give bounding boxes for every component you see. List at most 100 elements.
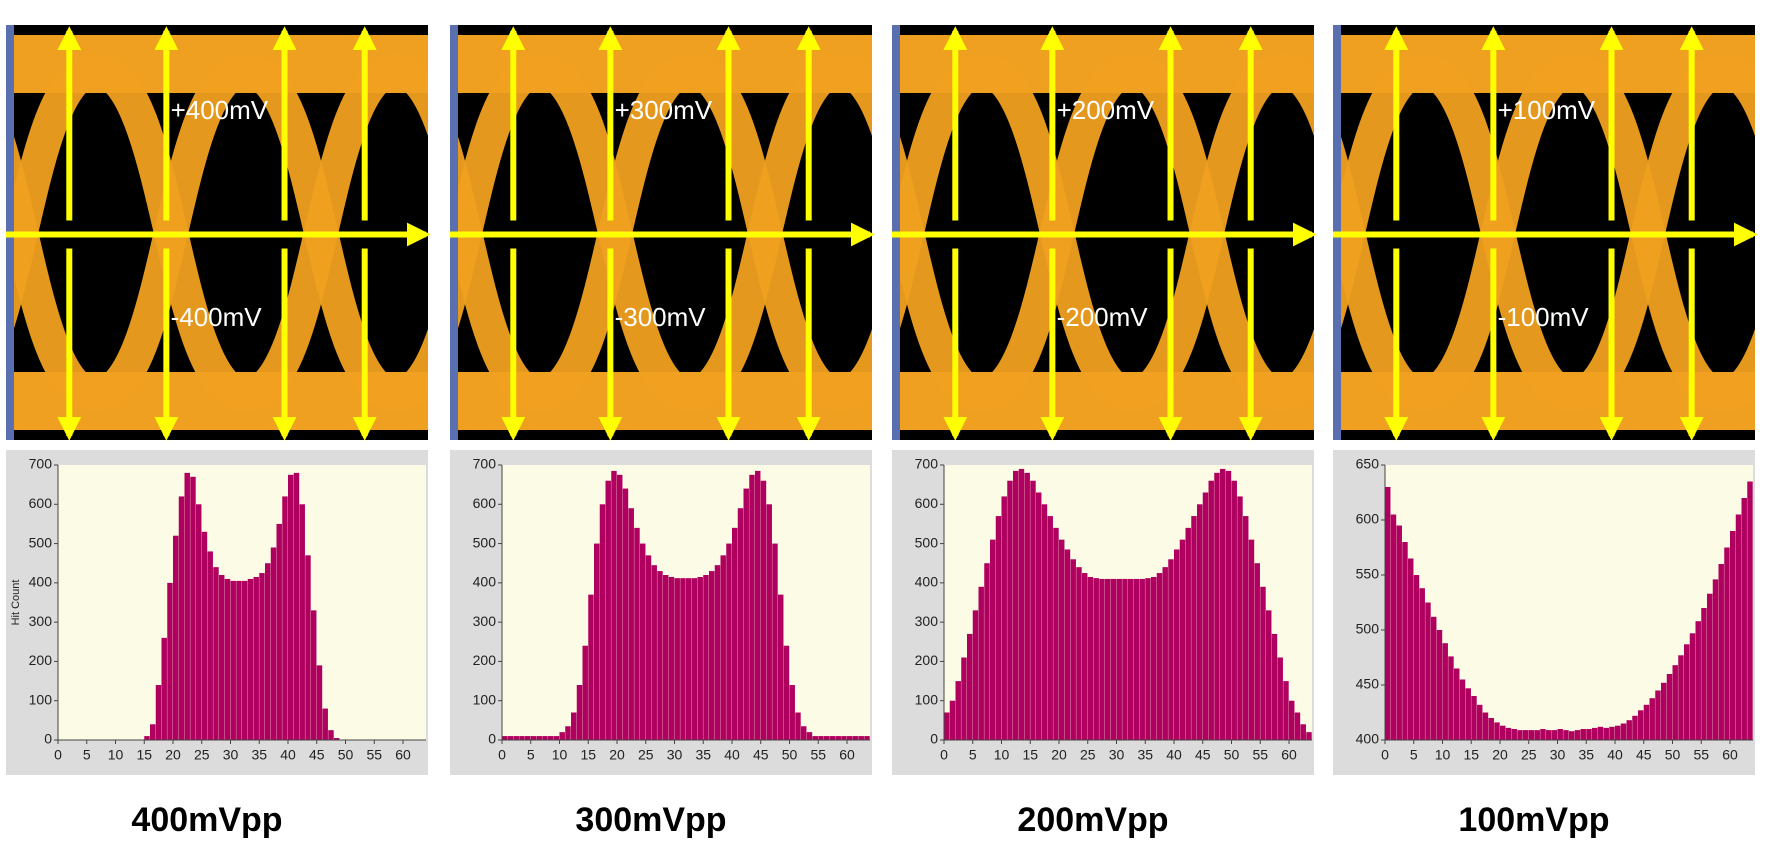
x-tick-label: 10 bbox=[994, 747, 1010, 763]
bar bbox=[1385, 487, 1391, 740]
bar bbox=[1747, 481, 1753, 740]
eye-trace bbox=[392, 328, 428, 412]
bar bbox=[513, 736, 519, 740]
bar bbox=[1615, 725, 1621, 740]
bar bbox=[582, 645, 588, 740]
bar bbox=[1649, 698, 1655, 740]
eye-label-lower: -200mV bbox=[1057, 302, 1149, 332]
bar bbox=[1197, 504, 1203, 740]
bar bbox=[680, 578, 686, 740]
x-tick-label: 10 bbox=[108, 747, 124, 763]
bar bbox=[1076, 567, 1082, 740]
eye-trace bbox=[836, 53, 872, 137]
bar bbox=[1528, 730, 1535, 740]
bar bbox=[1139, 578, 1145, 740]
x-tick-label: 40 bbox=[1607, 747, 1623, 763]
bar bbox=[1488, 718, 1494, 740]
bar bbox=[167, 582, 173, 740]
bar bbox=[1477, 704, 1483, 740]
bar bbox=[288, 474, 294, 740]
eye-trace bbox=[836, 328, 872, 412]
bar bbox=[1638, 710, 1644, 740]
bar bbox=[824, 736, 830, 740]
bar bbox=[1540, 729, 1546, 740]
bar bbox=[1145, 578, 1151, 740]
x-tick-label: 10 bbox=[552, 747, 568, 763]
y-tick-label: 400 bbox=[473, 574, 497, 590]
bar bbox=[1574, 730, 1581, 740]
eye-trace bbox=[1278, 328, 1314, 412]
bar bbox=[755, 470, 761, 740]
y-tick-label: 300 bbox=[473, 613, 497, 629]
x-tick-label: 0 bbox=[1381, 747, 1389, 763]
bar bbox=[542, 736, 548, 740]
eye-label-upper: +300mV bbox=[615, 95, 713, 125]
bar bbox=[1534, 730, 1540, 740]
bar bbox=[1632, 715, 1638, 740]
x-tick-label: 50 bbox=[782, 747, 798, 763]
x-tick-label: 0 bbox=[498, 747, 506, 763]
bar bbox=[801, 726, 807, 740]
bar bbox=[995, 516, 1002, 740]
bar bbox=[1151, 576, 1157, 740]
bar bbox=[1237, 496, 1243, 740]
bar bbox=[322, 708, 328, 740]
y-tick-label: 100 bbox=[29, 691, 53, 707]
bar bbox=[743, 488, 749, 740]
bar bbox=[1047, 516, 1053, 740]
bar bbox=[1064, 549, 1071, 740]
eye-label-upper: +400mV bbox=[171, 95, 269, 125]
histogram-chart: 0 100 200 300 400 500 600 700 0 5 10 15 20 25 30 35 40 45… bbox=[892, 450, 1314, 775]
eye-label-lower: -100mV bbox=[1498, 302, 1590, 332]
bar bbox=[961, 657, 967, 740]
bar bbox=[1191, 516, 1197, 740]
bar bbox=[1174, 549, 1180, 740]
bar bbox=[536, 736, 542, 740]
bar bbox=[270, 547, 277, 740]
bar bbox=[1459, 679, 1466, 740]
bar bbox=[1620, 723, 1627, 740]
bar bbox=[806, 732, 813, 740]
y-tick-label: 700 bbox=[915, 456, 939, 472]
bar bbox=[224, 578, 231, 740]
bar bbox=[236, 580, 242, 740]
x-tick-label: 20 bbox=[1051, 747, 1067, 763]
eye-label-lower: -400mV bbox=[171, 302, 263, 332]
bar bbox=[219, 575, 225, 740]
bar bbox=[1413, 575, 1420, 740]
bar bbox=[766, 504, 772, 740]
bar bbox=[1070, 559, 1076, 740]
bar bbox=[1505, 727, 1512, 740]
y-tick-label: 400 bbox=[915, 574, 939, 590]
bar bbox=[864, 736, 870, 740]
bar bbox=[502, 736, 508, 740]
bar bbox=[1707, 593, 1713, 740]
bar bbox=[1024, 472, 1030, 740]
bar bbox=[1517, 730, 1523, 740]
bar bbox=[1471, 696, 1477, 740]
bar bbox=[795, 712, 801, 740]
bar bbox=[984, 563, 990, 740]
bar bbox=[1730, 531, 1736, 740]
bar bbox=[1597, 726, 1604, 740]
bar bbox=[1231, 480, 1237, 740]
y-tick-label: 600 bbox=[29, 495, 53, 511]
bar bbox=[1655, 690, 1661, 740]
x-tick-label: 60 bbox=[1281, 747, 1297, 763]
bar bbox=[990, 539, 996, 740]
bar bbox=[852, 736, 859, 740]
bar bbox=[841, 736, 847, 740]
x-tick-label: 15 bbox=[1463, 747, 1479, 763]
bar bbox=[1185, 527, 1191, 740]
y-tick-label: 650 bbox=[1356, 456, 1380, 472]
bar bbox=[1260, 586, 1266, 740]
bar bbox=[1563, 730, 1569, 740]
bar bbox=[1248, 539, 1255, 740]
bar bbox=[525, 736, 531, 740]
eye-diagram: +300mV -300mV bbox=[450, 25, 875, 441]
x-tick-label: 35 bbox=[251, 747, 267, 763]
bar bbox=[1735, 514, 1742, 740]
bar bbox=[1609, 726, 1615, 740]
x-tick-label: 5 bbox=[969, 747, 977, 763]
